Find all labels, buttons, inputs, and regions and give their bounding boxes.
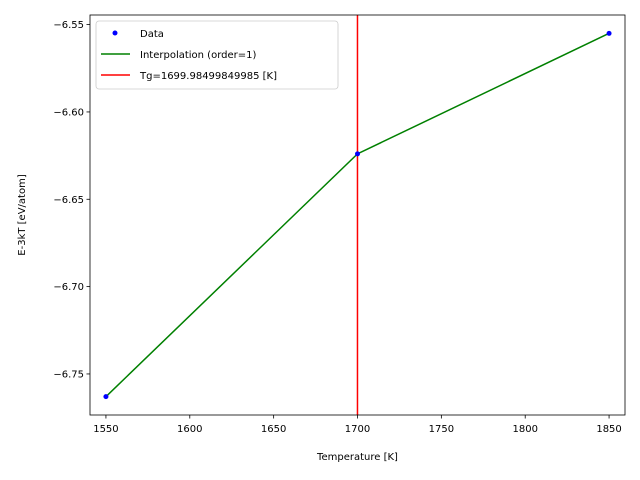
y-axis: −6.75 −6.70 −6.65 −6.60 −6.55	[53, 20, 90, 380]
y-axis-label: E-3kT [eV/atom]	[17, 174, 28, 256]
y-tick-label: −6.65	[53, 195, 84, 206]
x-tick-label: 1550	[93, 424, 118, 435]
data-point	[606, 30, 612, 36]
y-tick-label: −6.75	[53, 369, 84, 380]
x-tick-label: 1600	[177, 424, 202, 435]
plot-content	[103, 15, 612, 415]
y-tick-label: −6.60	[53, 107, 84, 118]
y-tick-label: −6.70	[53, 282, 84, 293]
x-axis-label: Temperature [K]	[316, 452, 398, 463]
legend-box	[95, 20, 339, 90]
x-tick-label: 1850	[596, 424, 621, 435]
legend-label-data: Data	[140, 29, 164, 40]
legend: Data Interpolation (order=1) Tg=1699.984…	[95, 20, 339, 90]
legend-label-interpolation: Interpolation (order=1)	[140, 50, 256, 61]
data-point	[103, 394, 109, 400]
x-tick-label: 1700	[345, 424, 370, 435]
legend-label-tg: Tg=1699.98499849985 [K]	[139, 71, 277, 82]
x-axis: 1550 1600 1650 1700 1750 1800 1850	[93, 415, 622, 435]
data-point	[355, 151, 360, 157]
y-tick-label: −6.55	[53, 20, 84, 31]
legend-marker-data	[112, 30, 118, 36]
x-tick-label: 1650	[261, 424, 286, 435]
x-tick-label: 1800	[512, 424, 537, 435]
x-tick-label: 1750	[429, 424, 454, 435]
